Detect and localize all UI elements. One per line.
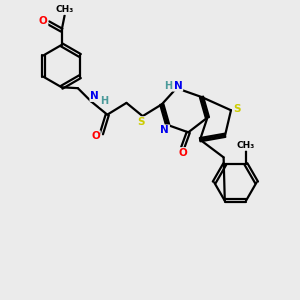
- Text: CH₃: CH₃: [56, 5, 74, 14]
- Text: CH₃: CH₃: [237, 141, 255, 150]
- Text: H: H: [164, 81, 172, 91]
- Text: O: O: [178, 148, 187, 158]
- Text: H: H: [100, 96, 108, 106]
- Text: N: N: [90, 91, 99, 101]
- Text: S: S: [234, 104, 241, 114]
- Text: O: O: [91, 131, 100, 141]
- Text: O: O: [39, 16, 47, 26]
- Text: S: S: [137, 117, 145, 127]
- Text: N: N: [160, 125, 169, 135]
- Text: N: N: [174, 81, 182, 91]
